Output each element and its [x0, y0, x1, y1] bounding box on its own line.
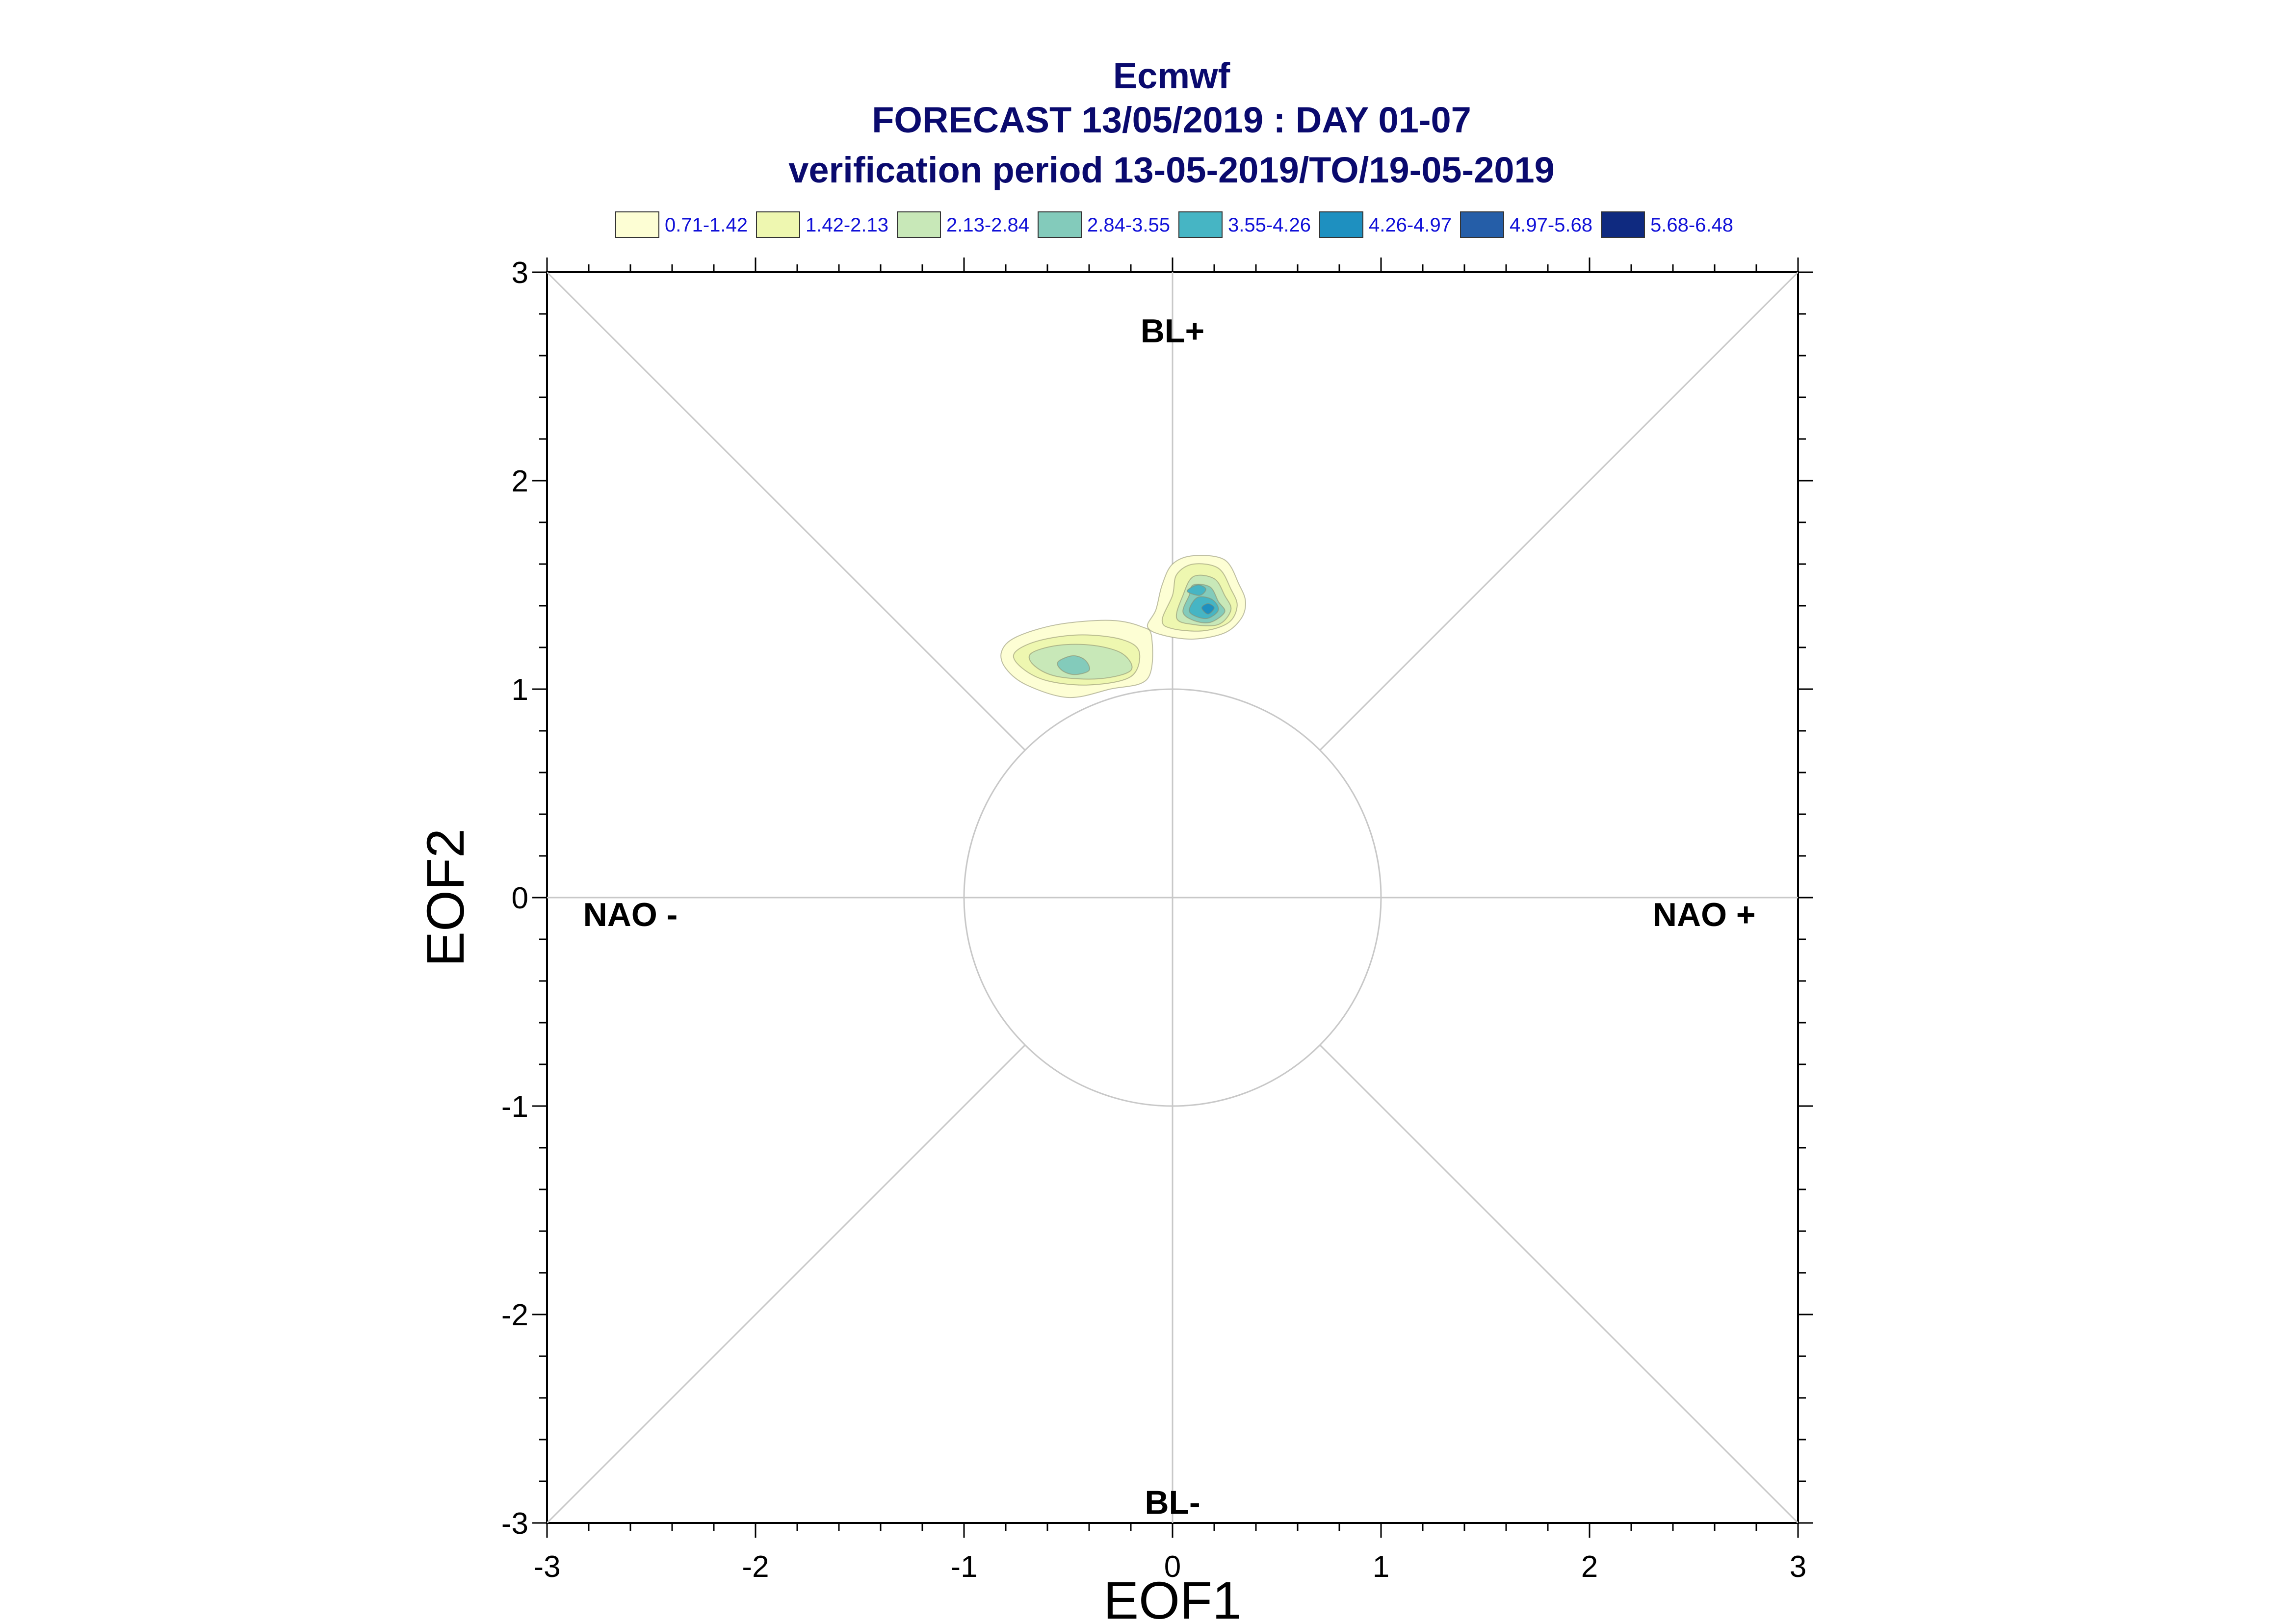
- diagonal-line-3: [546, 1044, 1026, 1524]
- legend-swatch: [756, 211, 800, 238]
- diagonal-line-2: [1319, 271, 1799, 751]
- y-tick-label: 0: [512, 881, 528, 915]
- y-axis-title: EOF2: [416, 828, 475, 967]
- diagonal-line-4: [1319, 1044, 1799, 1524]
- diagonal-line-1: [546, 271, 1026, 751]
- chart-title-line-3: verification period 13-05-2019/TO/19-05-…: [788, 150, 1555, 190]
- legend-label: 4.97-5.68: [1510, 214, 1592, 236]
- x-tick-label: -3: [533, 1550, 560, 1584]
- legend-label: 0.71-1.42: [665, 214, 748, 236]
- y-tick-label: 2: [512, 464, 528, 498]
- legend-swatch: [1601, 211, 1645, 238]
- density-cluster-right-cluster: [1147, 555, 1246, 640]
- legend-swatch: [1038, 211, 1082, 238]
- x-tick-label: 1: [1373, 1550, 1389, 1584]
- density-cluster-left-cluster: [1000, 619, 1153, 698]
- chart-title-line-2: FORECAST 13/05/2019 : DAY 01-07: [872, 100, 1471, 140]
- legend-swatch: [1460, 211, 1504, 238]
- regime-label: BL+: [1141, 312, 1204, 350]
- legend-label: 4.26-4.97: [1369, 214, 1452, 236]
- density-contours: [1000, 555, 1246, 698]
- legend-label: 3.55-4.26: [1228, 214, 1311, 236]
- legend-swatch: [1319, 211, 1363, 238]
- legend-swatch: [615, 211, 659, 238]
- regime-label: NAO +: [1653, 896, 1756, 933]
- legend-label: 1.42-2.13: [806, 214, 888, 236]
- x-axis-title: EOF1: [1103, 1571, 1242, 1624]
- regime-labels: BL+ BL- NAO - NAO +: [583, 312, 1756, 1521]
- x-tick-label: 0: [1164, 1550, 1181, 1584]
- y-tick-label: 1: [512, 673, 528, 707]
- x-tick-label: 2: [1581, 1550, 1598, 1584]
- axis-tick-labels: -3 -2 -1 0 1 2 3 -3 -2 -1 0 1 2 3: [501, 256, 1806, 1584]
- unit-circle: [963, 688, 1382, 1107]
- chart-title-line-1: Ecmwf: [1113, 55, 1230, 96]
- regime-label: NAO -: [583, 896, 678, 933]
- y-tick-label: 3: [512, 256, 528, 290]
- reference-lines: [546, 271, 1799, 1524]
- contour-level-6-7: [1201, 603, 1215, 615]
- legend-label: 2.84-3.55: [1087, 214, 1170, 236]
- regime-label: BL-: [1145, 1484, 1200, 1521]
- plot-area: -3 -2 -1 0 1 2 3 -3 -2 -1 0 1 2 3 BL+ BL- NAO - NAO +: [501, 256, 1813, 1584]
- contour-level-5-6: [1186, 584, 1207, 596]
- x-tick-label: -1: [950, 1550, 977, 1584]
- legend-label: 2.13-2.84: [946, 214, 1029, 236]
- y-tick-label: -3: [501, 1507, 528, 1541]
- x-tick-label: -2: [742, 1550, 769, 1584]
- axis-ticks: [532, 258, 1813, 1538]
- x-tick-label: 3: [1790, 1550, 1806, 1584]
- legend-swatch: [897, 211, 941, 238]
- legend: 0.71-1.42 1.42-2.13 2.13-2.84 2.84-3.55 3.55…: [615, 211, 1733, 238]
- y-tick-label: -1: [501, 1090, 528, 1124]
- y-tick-label: -2: [501, 1298, 528, 1332]
- legend-label: 5.68-6.48: [1650, 214, 1733, 236]
- legend-swatch: [1178, 211, 1223, 238]
- contour-level-4-4: [1057, 655, 1090, 675]
